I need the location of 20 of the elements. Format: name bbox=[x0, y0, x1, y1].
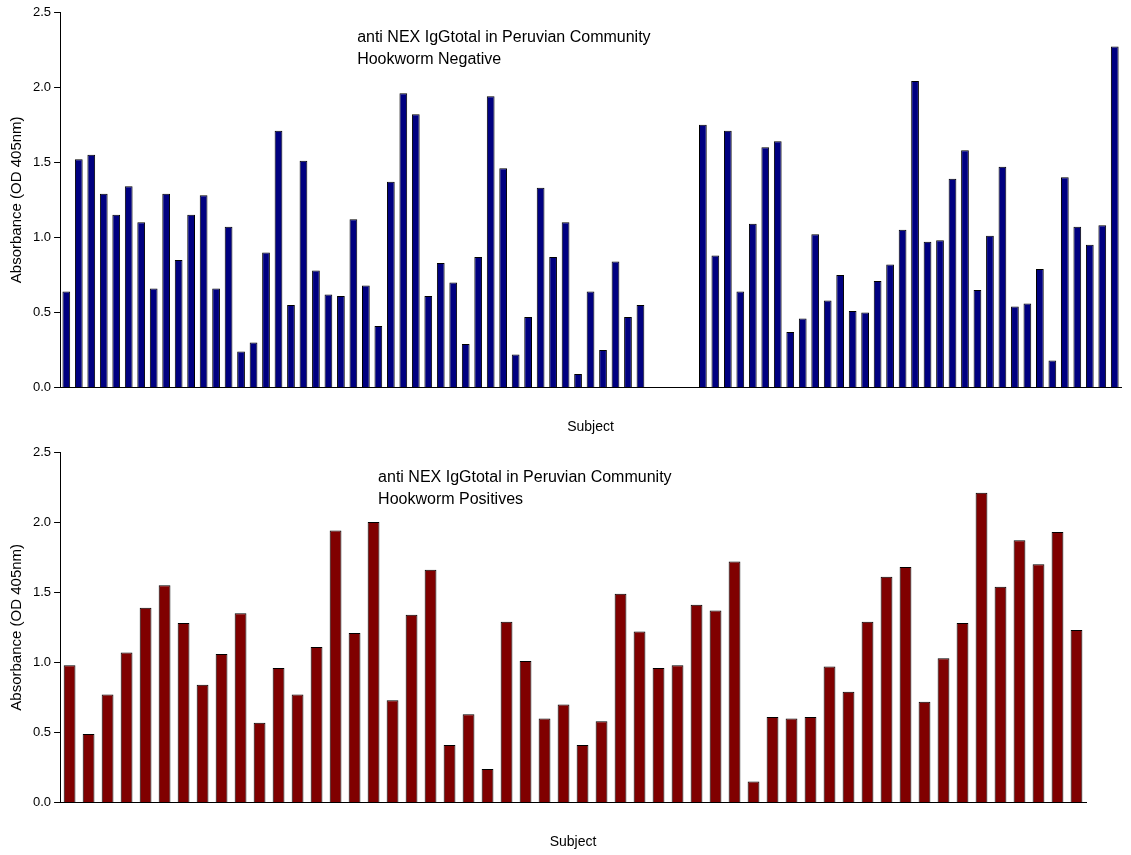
y-tick-label: 2.5 bbox=[32, 3, 52, 19]
text: anti NEX IgGtotal in Peruvian Community bbox=[357, 28, 651, 46]
y-tick-label: 0.5 bbox=[32, 304, 52, 320]
x-axis-title: Subject bbox=[549, 833, 597, 850]
y-tick-label: 0.5 bbox=[32, 724, 52, 740]
x-axis-title: Subject bbox=[567, 418, 614, 435]
text: Hookworm Negative bbox=[357, 50, 502, 68]
y-tick-label: 1.5 bbox=[32, 583, 52, 599]
y-tick-label: 0.0 bbox=[32, 794, 52, 810]
text: Hookworm Positives bbox=[378, 490, 524, 508]
y-tick-label: 2.0 bbox=[32, 78, 52, 94]
y-axis-title: Absorbance (OD 405nm) bbox=[7, 116, 25, 284]
text: anti NEX IgGtotal in Peruvian Community bbox=[378, 468, 672, 486]
y-tick-label: 0.0 bbox=[32, 379, 52, 395]
y-tick-label: 1.5 bbox=[32, 153, 52, 169]
y-tick-label: 1.0 bbox=[32, 228, 52, 244]
y-tick-label: 2.0 bbox=[32, 513, 52, 529]
y-tick-label: 1.0 bbox=[32, 653, 52, 669]
y-axis-title: Absorbance (OD 405nm) bbox=[7, 543, 25, 711]
y-tick-label: 2.5 bbox=[32, 443, 52, 459]
